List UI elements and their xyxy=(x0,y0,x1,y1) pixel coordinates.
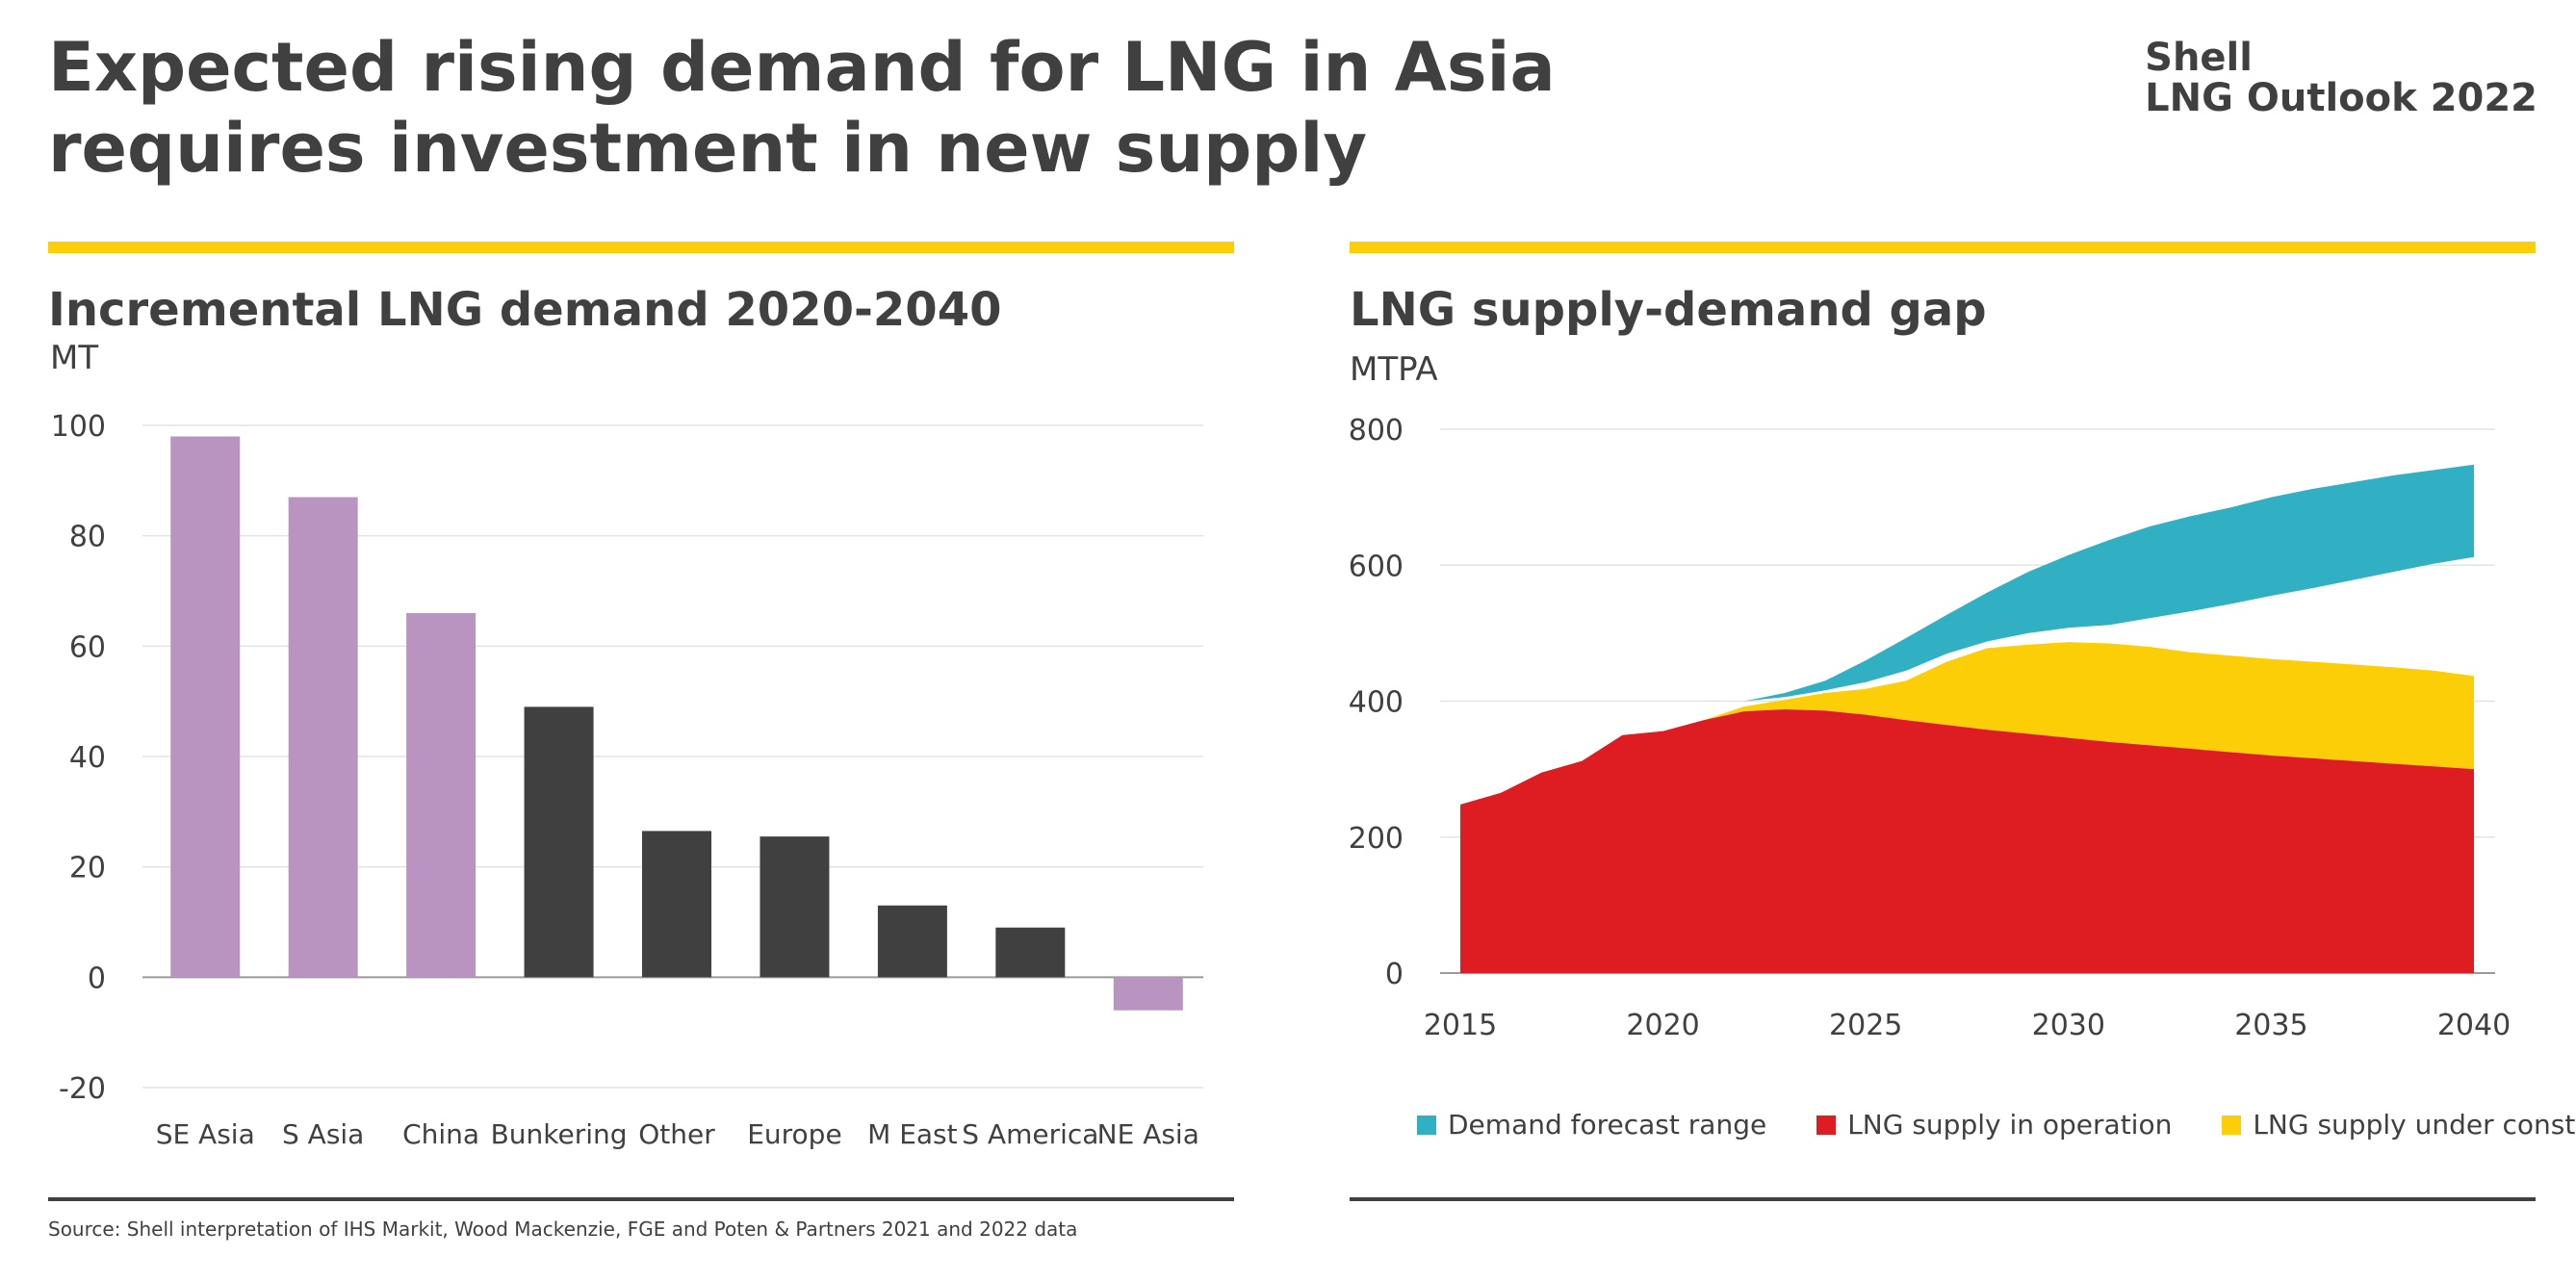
legend-label-operation: LNG supply in operation xyxy=(1847,1109,2173,1141)
bar-chart: 100 80 60 40 20 0 -20 SE Asia S Asia China Bunkeri… xyxy=(51,410,1203,1150)
source-note: Source: Shell interpretation of IHS Mark… xyxy=(48,1218,1078,1241)
legend-item-demand: Demand forecast range xyxy=(1417,1109,1766,1141)
x-category-label: S America xyxy=(962,1118,1098,1150)
area-chart-unit: MTPA xyxy=(1350,350,1438,389)
bar xyxy=(760,836,830,978)
y-tick-label: 600 xyxy=(1350,550,1404,583)
bar xyxy=(170,436,241,978)
y-tick-label: 100 xyxy=(51,410,106,444)
legend-swatch-construction xyxy=(2222,1115,2242,1135)
x-category-label: China xyxy=(402,1118,479,1150)
bar-chart-title: Incremental LNG demand 2020-2040 xyxy=(48,283,1002,337)
x-category-label: NE Asia xyxy=(1097,1118,1199,1150)
y-tick-label: 200 xyxy=(1350,822,1404,856)
x-tick-label: 2015 xyxy=(1424,1009,1497,1042)
left-accent-rule xyxy=(48,242,1234,253)
brand-logo: Shell LNG Outlook 2022 xyxy=(2145,38,2537,119)
legend-item-construction: LNG supply under construction xyxy=(2222,1109,2576,1141)
bar xyxy=(995,927,1066,978)
bar xyxy=(406,612,477,978)
legend-swatch-operation xyxy=(1816,1115,1837,1135)
legend-label-demand: Demand forecast range xyxy=(1448,1109,1767,1141)
area-chart-title: LNG supply-demand gap xyxy=(1350,283,1987,337)
x-tick-label: 2040 xyxy=(2437,1009,2511,1042)
right-accent-rule xyxy=(1350,242,2536,253)
area-chart-legend: Demand forecast range LNG supply in oper… xyxy=(1417,1109,2576,1141)
x-category-label: S Asia xyxy=(282,1118,364,1150)
x-category-label: M East xyxy=(867,1118,957,1150)
x-tick-label: 2035 xyxy=(2234,1009,2307,1042)
x-category-label: Other xyxy=(638,1118,715,1150)
legend-item-operation: LNG supply in operation xyxy=(1816,1109,2172,1141)
brand-name: Shell xyxy=(2145,36,2253,80)
x-category-label: Bunkering xyxy=(491,1118,628,1150)
y-tick-label: 60 xyxy=(69,630,106,664)
bar xyxy=(524,706,594,978)
bar xyxy=(1113,977,1183,1011)
y-tick-label: 20 xyxy=(69,852,106,885)
area-chart: 800 600 400 200 0 2015 2020 2025 2030 2035 2040 xyxy=(1350,414,2511,1042)
brand-report-title: LNG Outlook 2022 xyxy=(2145,76,2537,120)
y-tick-label: 400 xyxy=(1350,686,1404,720)
series-supply-in-operation xyxy=(1460,709,2474,973)
series-demand-forecast-range xyxy=(1460,464,2474,805)
bar-chart-unit: MT xyxy=(50,339,99,377)
bar xyxy=(642,831,711,978)
y-tick-label: 80 xyxy=(69,521,106,554)
x-category-label: Europe xyxy=(747,1118,841,1150)
legend-label-construction: LNG supply under construction xyxy=(2253,1109,2576,1141)
x-category-label: SE Asia xyxy=(156,1118,255,1150)
x-tick-label: 2025 xyxy=(1829,1009,1902,1042)
series-supply-under-construction xyxy=(1460,642,2474,805)
bar xyxy=(877,905,947,978)
y-tick-label: -20 xyxy=(59,1072,106,1106)
x-tick-label: 2020 xyxy=(1626,1009,1699,1042)
right-bottom-rule xyxy=(1350,1197,2536,1201)
y-tick-label: 0 xyxy=(88,962,106,995)
x-tick-label: 2030 xyxy=(2032,1009,2105,1042)
y-tick-label: 0 xyxy=(1385,958,1404,991)
left-bottom-rule xyxy=(48,1197,1234,1201)
page-title: Expected rising demand for LNG in Asia r… xyxy=(48,28,1556,188)
bar xyxy=(288,497,358,978)
y-tick-label: 40 xyxy=(69,741,106,775)
legend-swatch-demand xyxy=(1417,1115,1436,1135)
y-tick-label: 800 xyxy=(1350,414,1404,448)
